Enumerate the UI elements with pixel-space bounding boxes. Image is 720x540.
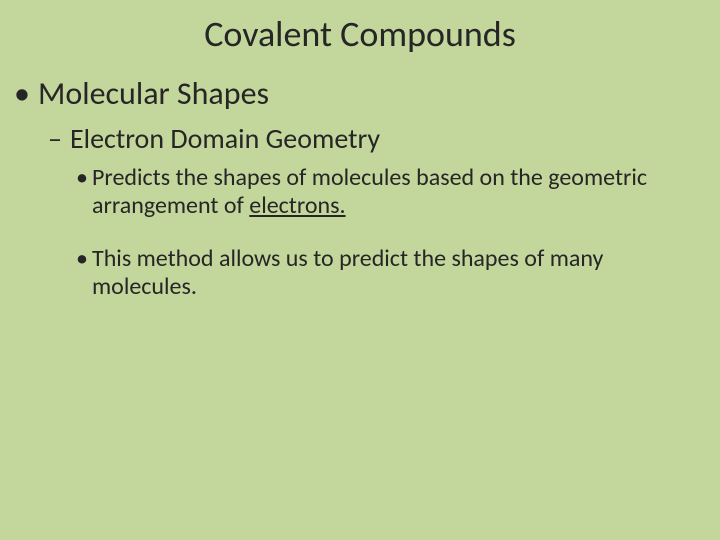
bullet-marker: • [14,74,38,113]
bullet-level3-item: •This method allows us to predict the sh… [0,245,720,300]
bullet-level3-underlined: electrons. [249,191,345,220]
bullet-level3-pretext: Predicts the shapes of molecules based o… [92,163,647,220]
bullet-level2: –Electron Domain Geometry [0,121,720,156]
dash-marker: – [48,121,70,156]
slide-title: Covalent Compounds [0,12,720,56]
dot-marker: • [76,245,92,273]
dot-marker: • [76,164,92,192]
bullet-level3-pretext: This method allows us to predict the sha… [92,244,603,301]
bullet-level2-text: Electron Domain Geometry [70,121,380,156]
bullet-level1: •Molecular Shapes [0,74,720,113]
slide: Covalent Compounds •Molecular Shapes –El… [0,0,720,540]
bullet-level3-item: •Predicts the shapes of molecules based … [0,164,720,219]
bullet-level1-text: Molecular Shapes [38,74,269,113]
